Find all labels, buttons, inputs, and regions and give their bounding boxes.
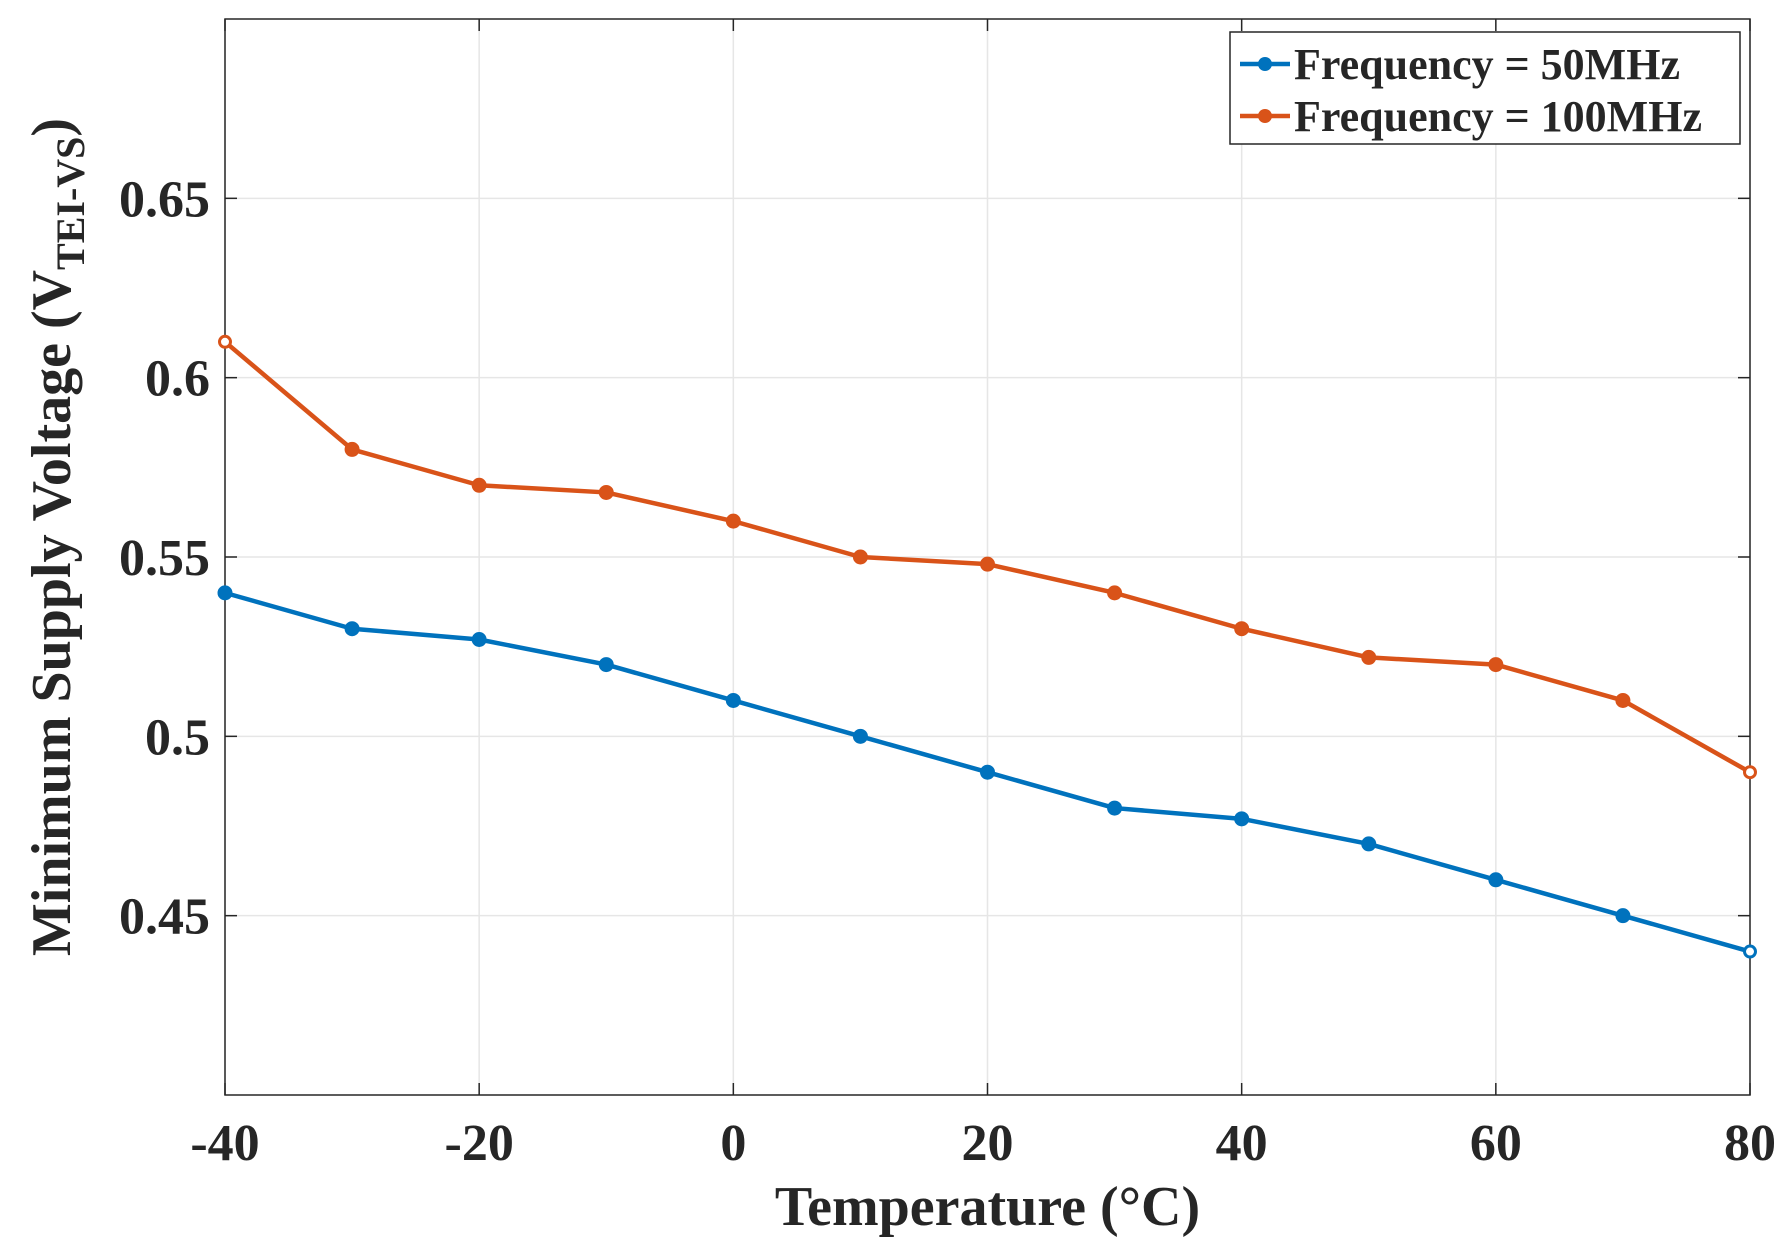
data-point [1743,765,1757,780]
x-tick-labels: -40 -20 0 20 40 60 80 [190,1115,1776,1172]
x-tick-label: 80 [1724,1115,1776,1172]
data-point [598,657,614,673]
y-axis-label: Minimum Supply Voltage (VTEI-VS) [21,118,93,956]
data-point [1361,649,1377,665]
x-tick-label: 60 [1470,1115,1522,1172]
data-point [1107,800,1123,816]
y-tick-label: 0.45 [119,889,210,946]
data-point [852,728,868,744]
data-point [471,631,487,647]
legend-label-2: Frequency = 100MHz [1294,92,1702,141]
data-point [852,549,868,565]
legend-label-1: Frequency = 50MHz [1294,40,1680,89]
x-tick-label: 40 [1216,1115,1268,1172]
x-tick-label: -40 [190,1115,259,1172]
x-tick-label: -20 [445,1115,514,1172]
data-point [471,477,487,493]
axis-ticks [224,19,1751,1095]
data-point [725,692,741,708]
legend-marker-1 [1258,57,1272,71]
data-point [725,513,741,529]
data-point [598,484,614,500]
x-tick-label: 20 [962,1115,1014,1172]
data-point [980,764,995,780]
x-axis-label: Temperature (°C) [775,1176,1200,1238]
series-group [217,334,1757,959]
y-tick-label: 0.6 [145,351,210,408]
data-point [980,556,995,572]
legend-marker-2 [1258,109,1272,123]
data-point [218,334,232,349]
y-axis-label-subscript: TEI-VS [48,137,93,270]
data-point [1234,621,1250,637]
x-tick-label: 0 [720,1115,746,1172]
y-axis-label-main: Minimum Supply Voltage (V [21,270,83,956]
data-point [1361,836,1377,852]
data-point [1615,908,1631,924]
y-tick-label: 0.55 [119,530,210,587]
data-point [1743,944,1757,959]
y-tick-label: 0.65 [119,171,210,228]
data-point [344,621,360,637]
y-tick-label: 0.5 [145,709,210,766]
grid-lines [224,19,1751,1095]
y-axis-label-close: ) [21,118,83,137]
data-point [217,585,233,601]
data-point [1488,872,1504,888]
data-point [344,441,360,457]
legend-box [1229,31,1741,145]
data-point [1107,585,1123,601]
data-point [1234,811,1250,827]
data-point [1488,657,1504,673]
y-tick-labels: 0.45 0.5 0.55 0.6 0.65 [119,171,210,945]
data-point [1615,692,1631,708]
